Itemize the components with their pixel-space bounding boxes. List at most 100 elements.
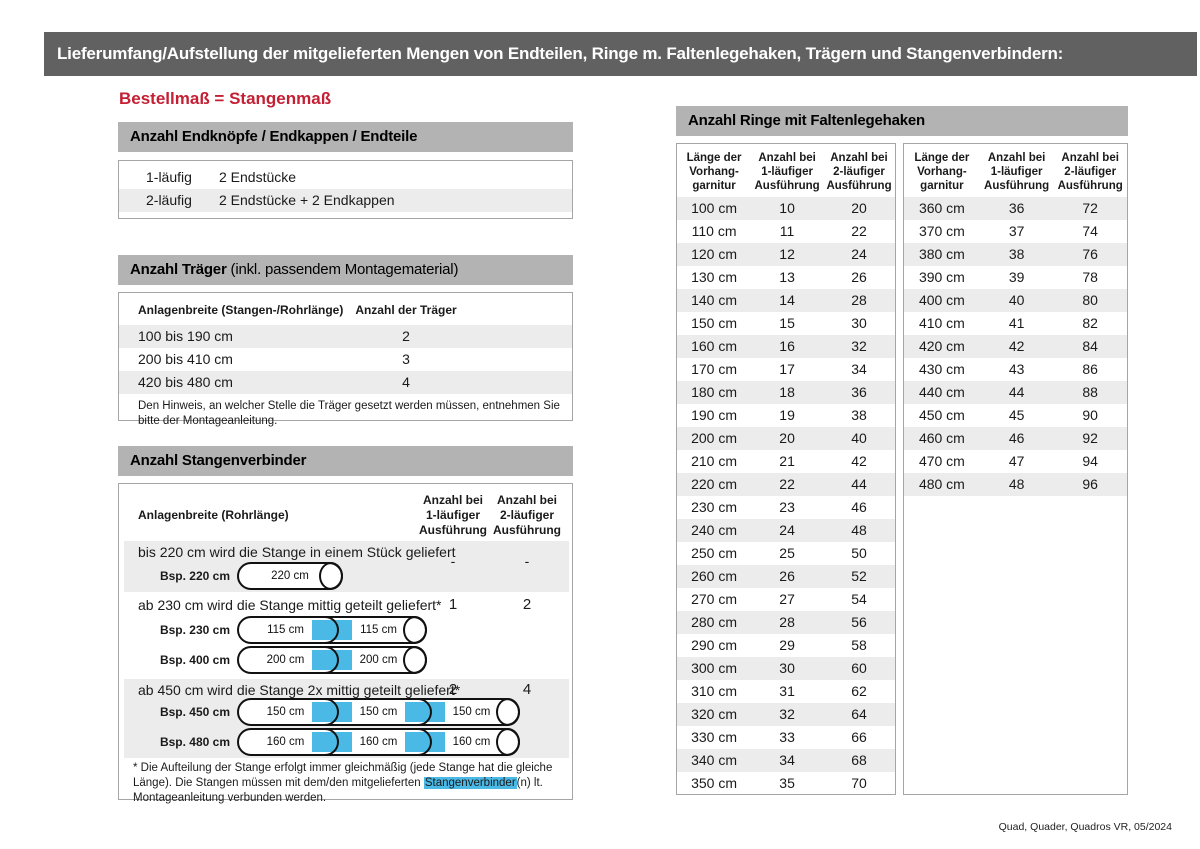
count-1-laeufig-cell: 14 — [779, 292, 795, 308]
table-row: 200 cm 20 40 — [677, 427, 895, 450]
bracket-count: 2 — [402, 328, 410, 344]
section-header-ringe: Anzahl Ringe mit Faltenlegehaken — [676, 106, 1128, 136]
count-1-laeufig-cell: 29 — [779, 637, 795, 653]
count-1-laeufig-cell: 37 — [1008, 223, 1025, 239]
count-1-laeufig-cell: 32 — [779, 706, 795, 722]
table-row: 130 cm 13 26 — [677, 266, 895, 289]
example-label: Bsp. 400 cm — [159, 653, 230, 667]
stangenverbinder-table: Anlagenbreite (Rohrlänge) Anzahl bei 1-l… — [118, 483, 573, 804]
count-1-laeufig-cell: 48 — [1008, 476, 1025, 492]
rod-diagram: 200 cm 200 cm — [237, 646, 427, 674]
count-2-laeufig-cell: 70 — [851, 775, 867, 791]
count-1-laeufig-cell: 46 — [1008, 430, 1025, 446]
length-cell: 350 cm — [691, 775, 738, 791]
column-header-1-laeufig: Anzahl bei 1-läufiger Ausführung — [751, 151, 823, 197]
count-2-laeufig-cell: 80 — [1082, 292, 1098, 308]
count-2-laeufig: 2 — [522, 596, 532, 613]
length-cell: 140 cm — [691, 292, 738, 308]
rod-segment-length: 150 cm — [359, 706, 398, 718]
length-cell: 220 cm — [691, 476, 738, 492]
count-2-laeufig-cell: 88 — [1082, 384, 1098, 400]
count-2-laeufig-cell: 58 — [851, 637, 867, 653]
count-2-laeufig-cell: 84 — [1082, 338, 1098, 354]
bracket-count: 3 — [402, 351, 410, 367]
count-1-laeufig-cell: 35 — [779, 775, 795, 791]
length-cell: 150 cm — [691, 315, 738, 331]
header-line: 2-läufiger — [499, 508, 554, 522]
length-cell: 210 cm — [691, 453, 738, 469]
length-cell: 280 cm — [691, 614, 738, 630]
length-cell: 360 cm — [918, 200, 965, 216]
rod-segment-length: 160 cm — [359, 736, 398, 748]
table-row: 180 cm 18 36 — [677, 381, 895, 404]
count-1-laeufig-cell: 23 — [779, 499, 795, 515]
rod-end-cap-icon — [403, 616, 427, 644]
section-header-endteile: Anzahl Endknöpfe / Endkappen / Endteile — [118, 122, 573, 152]
table-row: 380 cm 38 76 — [904, 243, 1127, 266]
rod-segment: 115 cm — [312, 616, 425, 644]
count-2-laeufig-cell: 34 — [851, 361, 867, 377]
header-line: Anzahl bei — [1061, 152, 1119, 164]
rod-segment: 200 cm — [239, 648, 332, 672]
column-header-1-laeufig: Anzahl bei 1-läufiger Ausführung — [413, 493, 493, 538]
count-1-laeufig: - — [450, 553, 456, 569]
count-2-laeufig-cell: 44 — [851, 476, 867, 492]
rod-segment: 160 cm — [405, 728, 518, 756]
length-cell: 480 cm — [918, 476, 965, 492]
table-row: 400 cm 40 80 — [904, 289, 1127, 312]
rod-segment: 115 cm — [239, 618, 332, 642]
count-2-laeufig-cell: 52 — [851, 568, 867, 584]
header-line: Anzahl bei — [758, 152, 816, 164]
rod-example-480: Bsp. 480 cm 160 cm 160 cm — [138, 728, 520, 756]
rule-text: ab 230 cm wird die Stange mittig geteilt… — [138, 597, 442, 613]
document-footer: Quad, Quader, Quadros VR, 05/2024 — [998, 821, 1172, 833]
count-1-laeufig-cell: 31 — [779, 683, 795, 699]
header-line: Länge der — [686, 152, 742, 164]
table-header-row: Länge der Vorhang-garnitur Anzahl bei 1-lä… — [677, 144, 895, 197]
header-line: Ausführung — [419, 523, 487, 537]
table-row: 480 cm 48 96 — [904, 473, 1127, 496]
header-line: Anzahl bei — [496, 493, 557, 507]
count-1-laeufig-cell: 27 — [779, 591, 795, 607]
table-row: 450 cm 45 90 — [904, 404, 1127, 427]
table-row: 1-läufig 2 Endstücke — [119, 166, 572, 189]
table-row: 310 cm 31 62 — [677, 680, 895, 703]
count-1-laeufig-cell: 21 — [779, 453, 795, 469]
count-1-laeufig-cell: 22 — [779, 476, 795, 492]
table-row: 200 bis 410 cm 3 — [119, 348, 572, 371]
rod-diagram: 150 cm 150 cm 150 cm — [237, 698, 520, 726]
table-row: 460 cm 46 92 — [904, 427, 1127, 450]
table-row: 300 cm 30 60 — [677, 657, 895, 680]
table-header-row: Anlagenbreite (Stangen-/Rohrlänge) Anzah… — [119, 293, 572, 325]
count-1-laeufig-cell: 28 — [779, 614, 795, 630]
rod-segment-length: 160 cm — [266, 736, 305, 748]
count-1-laeufig-cell: 18 — [779, 384, 795, 400]
header-line: Vorhang- — [917, 166, 967, 178]
table-row: ab 450 cm wird die Stange 2x mittig gete… — [124, 679, 569, 758]
header-line: 2-läufiger — [833, 166, 885, 178]
length-cell: 160 cm — [691, 338, 738, 354]
rod-segment-length: 150 cm — [452, 706, 491, 718]
rod-segment: 200 cm — [312, 646, 425, 674]
header-line: garnitur — [920, 180, 964, 192]
table-row: 250 cm 25 50 — [677, 542, 895, 565]
rod-segment-length: 150 cm — [266, 706, 305, 718]
count-2-laeufig-cell: 82 — [1082, 315, 1098, 331]
example-label: Bsp. 450 cm — [159, 705, 230, 719]
length-cell: 240 cm — [691, 522, 738, 538]
rod-segment: 150 cm — [239, 700, 332, 724]
table-row: 150 cm 15 30 — [677, 312, 895, 335]
length-cell: 270 cm — [691, 591, 738, 607]
length-cell: 400 cm — [918, 292, 965, 308]
rod-segment: 160 cm — [312, 728, 425, 756]
count-2-laeufig-cell: 26 — [851, 269, 867, 285]
section-header-stangenverbinder: Anzahl Stangenverbinder — [118, 446, 573, 476]
table-row: 230 cm 23 46 — [677, 496, 895, 519]
table-row: 320 cm 32 64 — [677, 703, 895, 726]
run-type-label: 1-läufig — [146, 169, 192, 185]
count-2-laeufig-cell: 32 — [851, 338, 867, 354]
length-cell: 250 cm — [691, 545, 738, 561]
page-title: Lieferumfang/Aufstellung der mitgeliefer… — [44, 32, 1197, 76]
rod-end-cap-icon — [496, 698, 520, 726]
